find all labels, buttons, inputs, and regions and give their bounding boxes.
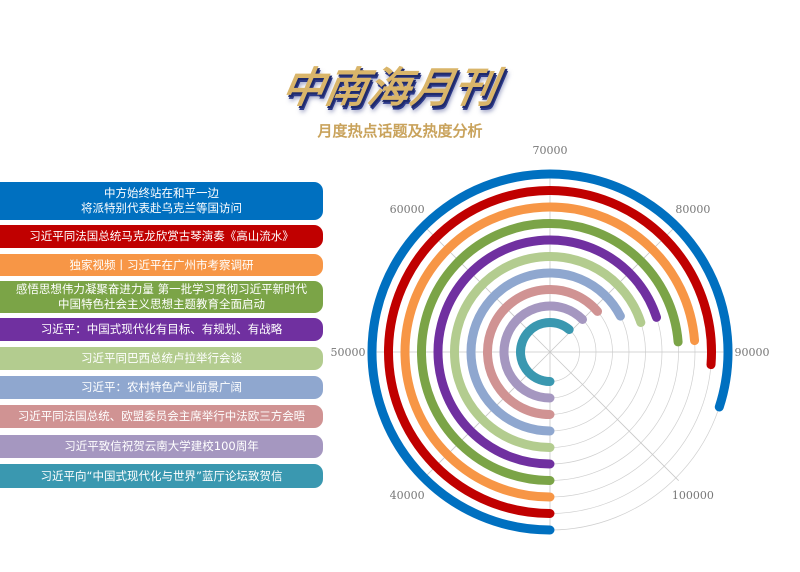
legend-item: 习近平：农村特色产业前景广阔 [0,376,323,399]
tick-label: 90000 [735,346,770,359]
legend-label: 习近平同法国总统、欧盟委员会主席举行中法欧三方会晤 [17,409,306,423]
tick-label: 40000 [390,489,425,502]
radial-bar [516,318,574,386]
grid-spoke [549,351,679,481]
legend-label: 习近平：中国式现代化有目标、有规划、有战略 [40,322,283,336]
legend-label: 独家视频丨习近平在广州市考察调研 [69,257,254,272]
legend-item: 中方始终站在和平一边 将派特别代表赴乌克兰等国访问 [0,182,323,220]
tick-label: 80000 [675,203,710,216]
legend-label: 习近平致信祝贺云南大学建校100周年 [64,439,259,453]
chart-subtitle: 月度热点话题及热度分析 [317,122,483,140]
tick-label: 50000 [331,346,366,359]
legend-item: 习近平致信祝贺云南大学建校100周年 [0,435,323,458]
legend-item: 感悟思想伟力凝聚奋进力量 第一批学习贯彻习近平新时代 中国特色社会主义思想主题教… [0,281,323,313]
legend-item: 习近平：中国式现代化有目标、有规划、有战略 [0,318,323,341]
legend-item: 习近平向“中国式现代化与世界”蓝厅论坛致贺信 [0,464,323,488]
radial-bar [433,235,662,469]
legend-label: 习近平向“中国式现代化与世界”蓝厅论坛致贺信 [40,468,283,483]
legend-label: 中方始终站在和平一边 将派特别代表赴乌克兰等国访问 [81,186,242,215]
tick-label: 60000 [390,203,425,216]
legend-label: 习近平同巴西总统卢拉举行会谈 [81,351,242,365]
legend-label: 习近平同法国总统马克龙欣赏古琴演奏《高山流水》 [29,229,294,243]
legend-item: 习近平同巴西总统卢拉举行会谈 [0,347,323,370]
radial-bar [450,252,646,452]
radial-bar [367,169,733,535]
radial-bar [483,285,603,419]
tick-label: 100000 [672,489,714,502]
legend-label: 感悟思想伟力凝聚奋进力量 第一批学习贯彻习近平新时代 中国特色社会主义思想主题教… [15,282,308,311]
legend-item: 独家视频丨习近平在广州市考察调研 [0,254,323,276]
radial-bar [384,186,716,518]
radial-bar [417,219,683,485]
radial-bar [400,202,700,502]
legend-label: 习近平：农村特色产业前景广阔 [81,380,242,394]
legend-item: 习近平同法国总统、欧盟委员会主席举行中法欧三方会晤 [0,405,323,428]
radial-bar [499,301,588,403]
radial-bar [466,268,625,436]
legend-item: 习近平同法国总统马克龙欣赏古琴演奏《高山流水》 [0,225,323,248]
tick-label: 70000 [533,144,568,157]
